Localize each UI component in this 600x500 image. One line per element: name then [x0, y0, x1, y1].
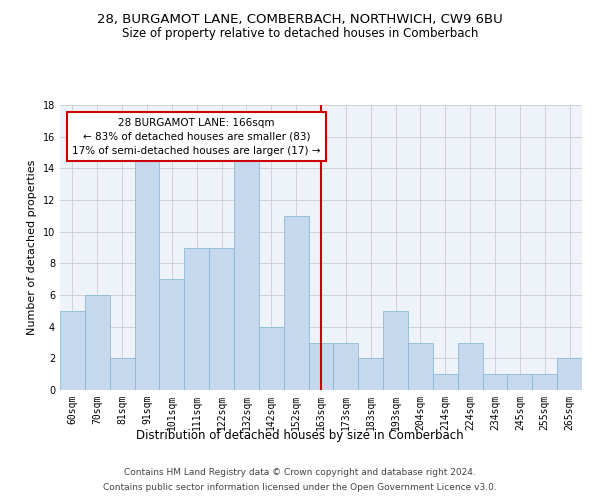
Bar: [433, 374, 458, 390]
Bar: [358, 358, 383, 390]
Bar: [160, 279, 184, 390]
Bar: [383, 311, 408, 390]
Text: Distribution of detached houses by size in Comberbach: Distribution of detached houses by size …: [136, 428, 464, 442]
Bar: [234, 152, 259, 390]
Bar: [458, 342, 482, 390]
Bar: [408, 342, 433, 390]
Text: Contains public sector information licensed under the Open Government Licence v3: Contains public sector information licen…: [103, 483, 497, 492]
Bar: [284, 216, 308, 390]
Bar: [184, 248, 209, 390]
Bar: [532, 374, 557, 390]
Text: 28, BURGAMOT LANE, COMBERBACH, NORTHWICH, CW9 6BU: 28, BURGAMOT LANE, COMBERBACH, NORTHWICH…: [97, 12, 503, 26]
Text: Contains HM Land Registry data © Crown copyright and database right 2024.: Contains HM Land Registry data © Crown c…: [124, 468, 476, 477]
Bar: [334, 342, 358, 390]
Bar: [60, 311, 85, 390]
Bar: [259, 326, 284, 390]
Bar: [85, 295, 110, 390]
Bar: [508, 374, 532, 390]
Bar: [308, 342, 334, 390]
Bar: [134, 152, 160, 390]
Bar: [557, 358, 582, 390]
Text: 28 BURGAMOT LANE: 166sqm
← 83% of detached houses are smaller (83)
17% of semi-d: 28 BURGAMOT LANE: 166sqm ← 83% of detach…: [73, 118, 321, 156]
Y-axis label: Number of detached properties: Number of detached properties: [27, 160, 37, 335]
Bar: [482, 374, 508, 390]
Bar: [209, 248, 234, 390]
Text: Size of property relative to detached houses in Comberbach: Size of property relative to detached ho…: [122, 28, 478, 40]
Bar: [110, 358, 134, 390]
